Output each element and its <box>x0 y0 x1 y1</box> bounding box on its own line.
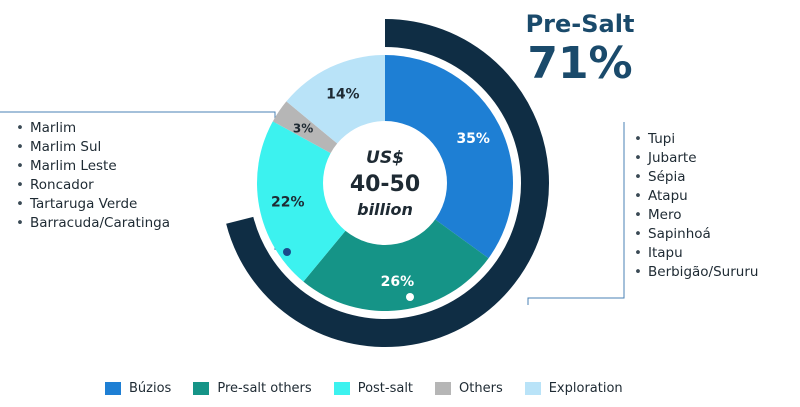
right-field-item: Mero <box>634 206 758 225</box>
left-field-item: Barracuda/Caratinga <box>16 214 170 233</box>
center-unit: billion <box>357 200 413 219</box>
pie-slice-post-salt <box>256 121 385 282</box>
legend-swatch <box>105 381 121 395</box>
right-field-item: Sapinhoá <box>634 225 758 244</box>
right-connector-line <box>527 122 625 305</box>
right-field-item: Jubarte <box>634 149 758 168</box>
left-field-item: Marlim Leste <box>16 157 170 176</box>
legend-label: Others <box>459 380 503 396</box>
left-field-item: Marlim <box>16 119 170 138</box>
legend-item-others: Others <box>435 381 503 396</box>
legend-item-exploration: Exploration <box>524 380 623 396</box>
left-field-item: Marlim Sul <box>16 138 170 157</box>
legend-label: Búzios <box>129 380 172 396</box>
slice-label: 35% <box>456 131 490 147</box>
presalt-outer-arc <box>226 19 549 347</box>
legend-label: Pre-salt others <box>217 380 312 396</box>
legend-swatch <box>524 381 541 395</box>
post-salt-field-list: Marlim Marlim Sul Marlim Leste Roncador … <box>16 119 170 233</box>
legend-item-presalt-others: Pre-salt others <box>193 380 312 396</box>
center-amount: 40-50 <box>350 172 420 197</box>
slice-label: 3% <box>293 121 313 135</box>
slice-label: 22% <box>271 195 305 211</box>
pre-salt-field-list: Tupi Jubarte Sépia Atapu Mero Sapinhoá I… <box>634 130 758 282</box>
donut-center-hole <box>323 121 447 245</box>
legend-swatch <box>333 381 350 395</box>
left-connector-dot <box>283 248 291 256</box>
pie-slice-b-zios <box>385 55 513 259</box>
legend-swatch <box>193 381 210 395</box>
left-field-item: Tartaruga Verde <box>16 195 170 214</box>
presalt-title: Pre-Salt <box>525 10 635 38</box>
pie-slice-pre-salt-others <box>303 183 489 311</box>
legend-item-buzios: Búzios <box>105 381 171 396</box>
slice-label: 26% <box>381 274 415 290</box>
right-field-item: Sépia <box>634 168 758 187</box>
right-connector-dot <box>406 293 414 301</box>
left-field-item: Roncador <box>16 176 170 195</box>
right-field-item: Atapu <box>634 187 758 206</box>
legend-label: Exploration <box>548 380 623 396</box>
legend-swatch <box>435 381 452 395</box>
presalt-percentage: 71% <box>527 38 633 89</box>
right-field-item: Tupi <box>634 130 758 149</box>
legend-item-post-salt: Post-salt <box>333 380 414 396</box>
right-field-item: Berbigão/Sururu <box>634 263 758 282</box>
slice-label: 14% <box>326 86 360 102</box>
center-currency: US$ <box>366 148 404 168</box>
legend-label: Post-salt <box>357 380 414 396</box>
chart-legend: Búzios Pre-salt others Post-salt Others … <box>105 378 645 398</box>
right-field-item: Itapu <box>634 244 758 263</box>
